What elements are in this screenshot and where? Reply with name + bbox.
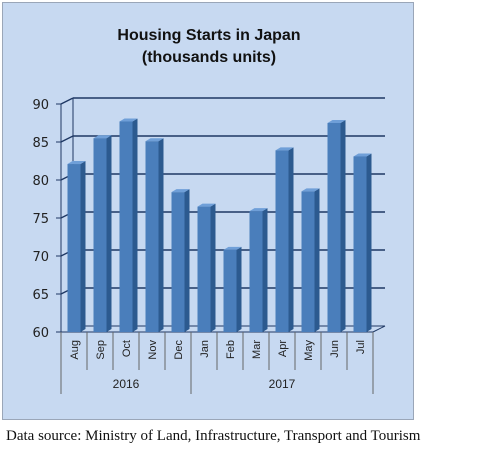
bar-side [210, 203, 216, 332]
bars [67, 118, 372, 332]
bar-front [171, 192, 185, 332]
y-tick-label: 70 [32, 250, 49, 265]
bar-top [171, 189, 190, 193]
bar-top [327, 120, 346, 123]
y-tick-label: 60 [32, 326, 49, 341]
bar-side [132, 118, 138, 332]
bar-top [197, 203, 216, 207]
bar [249, 208, 268, 332]
chart-subtitle: (thousands units) [142, 49, 276, 66]
data-source-note: Data source: Ministry of Land, Infrastru… [6, 428, 421, 444]
bar-front [249, 211, 263, 332]
gridline-diag [60, 97, 74, 105]
x-tick-label: Jul [355, 340, 367, 354]
x-tick-label: Dec [173, 340, 185, 360]
bar [275, 147, 294, 332]
bar-top [145, 138, 164, 142]
y-tick-label: 85 [32, 136, 49, 151]
bar-side [366, 153, 372, 332]
bar [171, 189, 190, 332]
bar-front [327, 123, 341, 332]
bar-top [249, 208, 268, 212]
bar [67, 161, 86, 332]
bar-side [80, 161, 86, 332]
bar [327, 120, 346, 332]
bar-front [93, 138, 107, 332]
bar-front [353, 156, 367, 332]
x-tick-label: Apr [277, 340, 289, 357]
bar-front [301, 191, 315, 332]
bar [93, 135, 112, 332]
bar-side [262, 208, 268, 332]
bar-front [275, 150, 289, 332]
bar [353, 153, 372, 332]
bar-side [184, 189, 190, 332]
x-tick-label: May [303, 340, 315, 361]
bar-top [353, 153, 372, 157]
bar-top [119, 118, 138, 122]
y-tick-label: 75 [32, 212, 49, 227]
x-tick-label: Feb [225, 340, 237, 359]
bar [301, 188, 320, 332]
bar-side [340, 120, 346, 332]
bar-chart: Housing Starts in Japan (thousands units… [32, 27, 386, 394]
bar-top [275, 147, 294, 151]
y-tick-label: 90 [32, 98, 49, 113]
x-tick-label: Nov [147, 340, 159, 360]
x-tick-label: Aug [69, 340, 81, 360]
bar-top [301, 188, 320, 192]
axis-labels: 60 65 70 75 80 85 90 Aug Sep Oct Nov Dec Jan Feb Mar Ap… [32, 98, 367, 391]
floor-edge-right [372, 325, 386, 333]
bar-top [93, 135, 112, 139]
x-tick-label: Sep [95, 340, 107, 360]
bar-front [223, 249, 237, 332]
bar-side [288, 147, 294, 332]
chart-title: Housing Starts in Japan [117, 27, 300, 44]
bar-front [145, 141, 159, 332]
bar [223, 246, 242, 332]
year-group-label: 2016 [113, 377, 140, 391]
gridline-diag [60, 135, 74, 143]
year-group-label: 2017 [269, 377, 296, 391]
y-tick-label: 80 [32, 174, 49, 189]
bar-top [223, 246, 242, 250]
bar-front [197, 206, 211, 332]
x-tick-label: Oct [121, 340, 133, 357]
bar-side [158, 138, 164, 332]
y-tick-label: 65 [32, 288, 49, 303]
x-tick-label: Jan [199, 340, 211, 358]
x-tick-label: Mar [251, 340, 263, 359]
bar-front [67, 164, 81, 332]
bar-top [67, 161, 86, 165]
bar-side [106, 135, 112, 332]
bar [119, 118, 138, 332]
bar [197, 203, 216, 332]
bar-side [314, 188, 320, 332]
chart-area: Housing Starts in Japan (thousands units… [2, 2, 414, 420]
bar-front [119, 121, 133, 332]
x-tick-label: Jun [329, 340, 341, 358]
bar [145, 138, 164, 332]
bar-side [236, 246, 242, 332]
